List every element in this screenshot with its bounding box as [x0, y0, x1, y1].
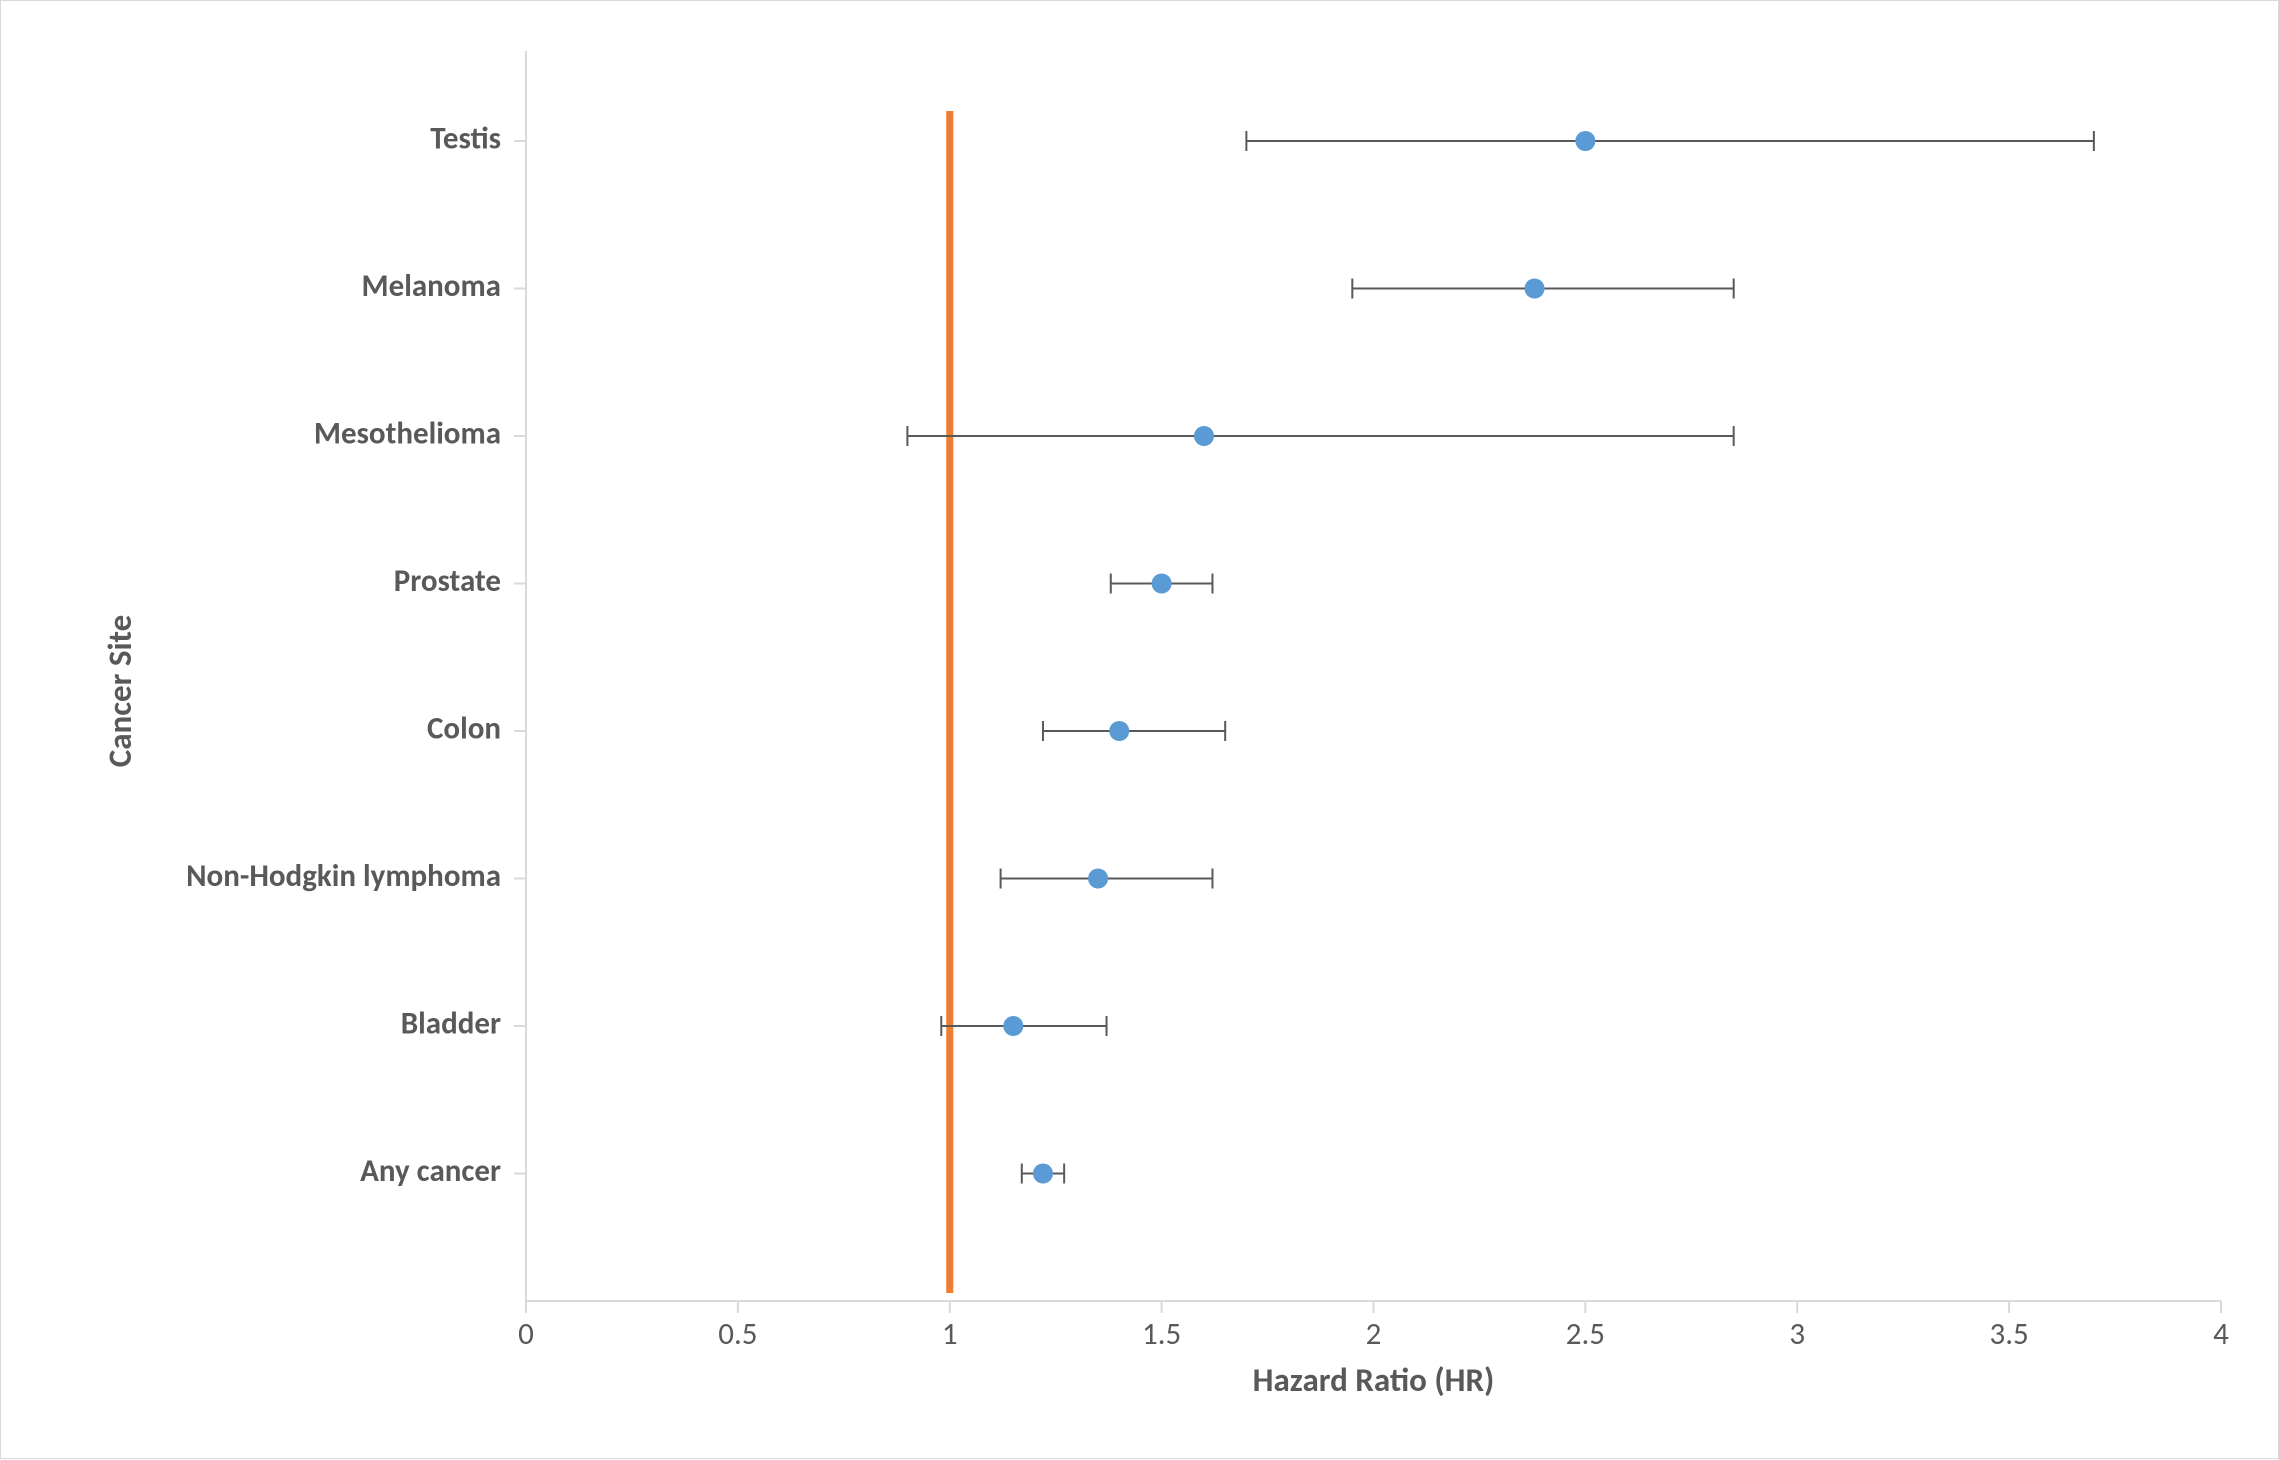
chart-svg: 0 0.5 1 1.5 2 2.5 3 3.5 4 Hazard Ratio (HR) Cancer… — [1, 1, 2279, 1460]
hr-point — [1109, 721, 1129, 741]
y-tick-label: Any cancer — [360, 1152, 501, 1190]
hr-point — [1194, 426, 1214, 446]
hr-point — [1003, 1016, 1023, 1036]
x-tick-label: 0.5 — [718, 1315, 757, 1353]
hr-point — [1525, 279, 1545, 299]
forest-plot: 0 0.5 1 1.5 2 2.5 3 3.5 4 Hazard Ratio (HR) Cancer… — [0, 0, 2279, 1459]
x-axis-title: Hazard Ratio (HR) — [1253, 1360, 1495, 1400]
y-tick-label: Testis — [430, 120, 501, 158]
hr-point — [1152, 574, 1172, 594]
y-tick-label: Non-Hodgkin lymphoma — [186, 857, 501, 895]
hr-point — [1088, 869, 1108, 889]
y-tick-label: Colon — [427, 710, 501, 748]
x-tick-label: 1.5 — [1142, 1315, 1181, 1353]
y-tick-label: Mesothelioma — [314, 415, 501, 453]
x-tick-label: 4 — [2213, 1315, 2229, 1353]
x-tick-label: 0 — [518, 1315, 534, 1353]
x-tick-label: 2.5 — [1566, 1315, 1605, 1353]
x-tick-label: 3 — [1789, 1315, 1805, 1353]
hr-point — [1033, 1164, 1053, 1184]
y-tick-label: Bladder — [401, 1005, 501, 1043]
x-tick-label: 1 — [942, 1315, 958, 1353]
hr-point — [1575, 131, 1595, 151]
x-tick-label: 2 — [1366, 1315, 1382, 1353]
x-tick-label: 3.5 — [1990, 1315, 2029, 1353]
y-tick-label: Melanoma — [362, 267, 501, 305]
y-axis-title: Cancer Site — [100, 615, 140, 767]
y-tick-label: Prostate — [394, 562, 501, 600]
